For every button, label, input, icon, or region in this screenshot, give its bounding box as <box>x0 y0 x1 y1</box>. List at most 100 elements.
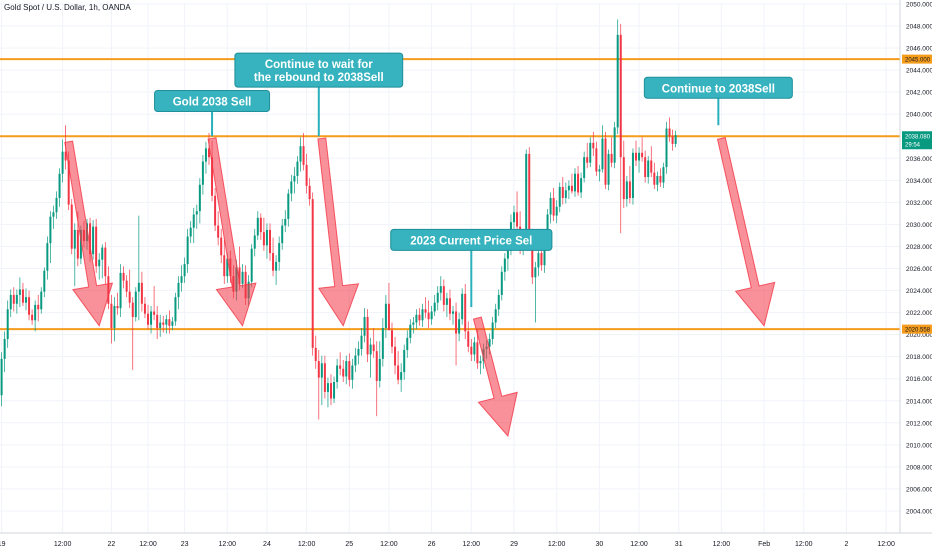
candle-body <box>439 286 442 293</box>
y-tick-label: 2012.000 <box>906 420 932 427</box>
y-tick-label: 2034.000 <box>906 178 932 185</box>
y-tick-label: 2014.000 <box>906 398 932 405</box>
candle-body <box>15 294 18 304</box>
candle-body <box>308 185 311 200</box>
x-tick-label: 12:00 <box>795 541 813 548</box>
candle-body <box>549 197 552 215</box>
candle-body <box>540 253 543 266</box>
candle-body <box>601 138 604 170</box>
callout-box <box>643 76 793 99</box>
candle-body <box>171 321 174 326</box>
candle-body <box>354 355 357 366</box>
candle-body <box>387 303 390 331</box>
x-tick-label: 19 <box>0 541 6 548</box>
candle-body <box>366 316 369 355</box>
candle-body <box>320 363 323 378</box>
candle-body <box>537 253 540 268</box>
candle-body <box>217 225 220 238</box>
candle-body <box>607 153 610 185</box>
callout-text: the rebound to 2038Sell <box>254 72 384 84</box>
candle-body <box>436 292 439 303</box>
candle-body <box>412 322 415 325</box>
candle-body <box>143 303 146 314</box>
candle-body <box>543 239 546 266</box>
candle-body <box>18 289 21 295</box>
candle-body <box>214 195 217 226</box>
y-tick-label: 2018.000 <box>906 354 932 361</box>
candle-body <box>128 291 131 303</box>
x-tick-label: 24 <box>263 541 271 548</box>
candle-body <box>293 175 296 182</box>
y-tick-label: 2010.000 <box>906 442 932 449</box>
y-tick-label: 2044.000 <box>906 68 932 75</box>
candle-body <box>555 206 558 216</box>
level-badge <box>902 324 932 334</box>
candle-body <box>586 157 589 163</box>
candle-body <box>409 324 412 338</box>
candle-body <box>186 236 189 265</box>
candle-body <box>34 304 37 321</box>
candle-body <box>284 218 287 226</box>
candle-body <box>406 337 409 351</box>
candle-body <box>503 258 506 272</box>
price-badge-countdown: 29:54 <box>905 142 921 148</box>
candle-body <box>631 152 634 198</box>
candle-body <box>55 197 58 213</box>
candle-body <box>317 361 320 378</box>
y-tick-label: 2016.000 <box>906 376 932 383</box>
y-tick-label: 2046.000 <box>906 46 932 53</box>
candle-body <box>250 248 253 282</box>
x-tick-label: 12:00 <box>54 541 72 548</box>
candle-body <box>384 303 387 329</box>
candle-body <box>61 151 64 174</box>
price-badge <box>902 131 932 150</box>
x-tick-label: 12:00 <box>139 541 157 548</box>
candle-body <box>403 350 406 373</box>
x-tick-label: 12:00 <box>219 541 237 548</box>
candle-body <box>598 169 601 172</box>
x-tick-label: 31 <box>675 541 683 548</box>
candle-body <box>470 346 473 355</box>
candle-body <box>195 211 198 215</box>
candle-body <box>223 255 226 277</box>
candle-body <box>131 302 134 317</box>
candle-body <box>25 297 27 303</box>
candle-body <box>570 185 573 192</box>
candle-body <box>204 148 207 162</box>
candle-body <box>656 175 659 185</box>
candle-body <box>516 212 519 227</box>
candle-body <box>269 229 271 254</box>
candle-body <box>241 271 244 284</box>
y-tick-label: 2036.000 <box>906 156 932 163</box>
candle-body <box>659 175 662 183</box>
level-badge-label: 2020.558 <box>905 328 931 334</box>
candle-body <box>381 328 384 359</box>
x-tick-label: 12:00 <box>877 541 895 548</box>
candle-body <box>305 164 308 186</box>
callout-text: Continue to 2038Sell <box>662 83 775 95</box>
candle-body <box>455 311 458 334</box>
y-tick-label: 2026.000 <box>906 266 932 273</box>
candle-body <box>101 247 104 260</box>
candle-body <box>265 229 268 246</box>
candle-body <box>351 365 354 380</box>
candle-body <box>189 227 192 237</box>
callout-box <box>234 52 404 88</box>
y-tick-label: 2030.000 <box>906 222 932 229</box>
candle-body <box>287 193 290 219</box>
candle-body <box>476 342 479 364</box>
x-tick-label: 23 <box>181 541 189 548</box>
candle-body <box>500 271 503 295</box>
candle-body <box>528 153 531 244</box>
candle-body <box>64 151 67 161</box>
candle-body <box>92 226 95 255</box>
candle-body <box>604 138 607 185</box>
candle-body <box>159 322 162 329</box>
candle-body <box>531 243 534 278</box>
candle-body <box>464 293 467 332</box>
candle-body <box>592 142 595 149</box>
candle-body <box>134 291 137 317</box>
y-tick-label: 2004.000 <box>906 508 932 515</box>
